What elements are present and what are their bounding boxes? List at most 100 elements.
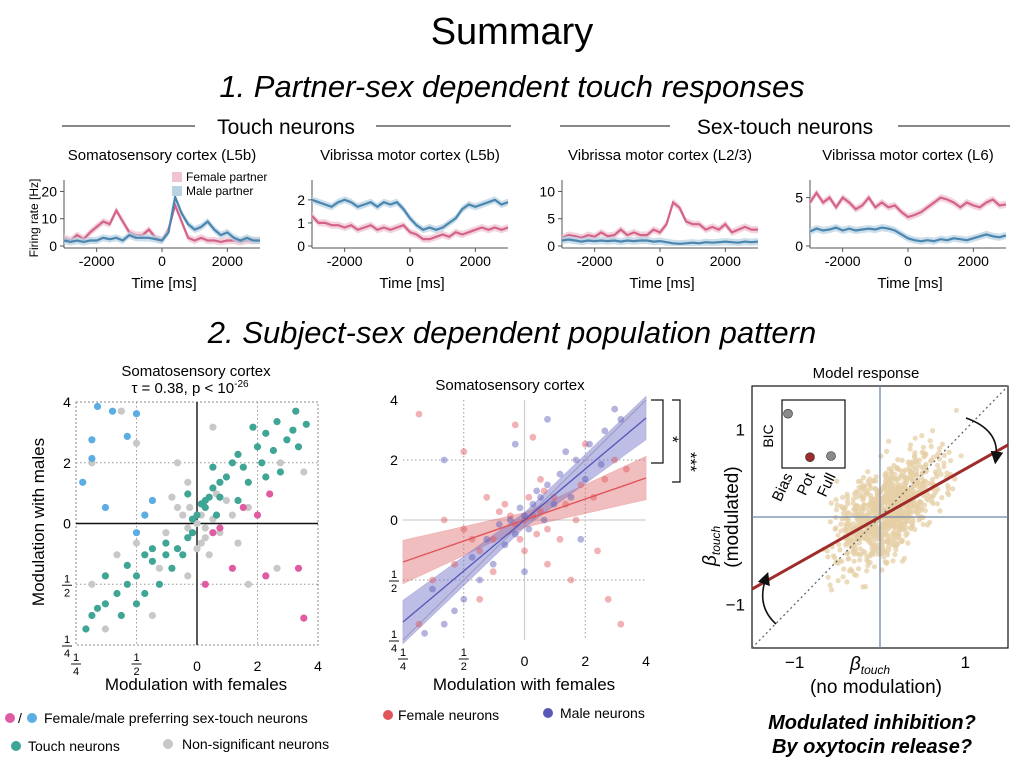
model-dot — [952, 476, 958, 482]
model-dot — [892, 471, 898, 477]
data-point — [244, 478, 252, 486]
data-point — [483, 535, 491, 543]
data-point — [556, 535, 564, 543]
arrow-lower — [757, 571, 777, 625]
model-dot — [827, 582, 833, 588]
female-partner-error-band — [810, 189, 1006, 221]
data-point — [276, 468, 284, 476]
data-point — [101, 625, 109, 633]
legend-ns-label: Non-significant neurons — [182, 736, 329, 752]
data-point — [184, 524, 192, 532]
data-point — [556, 470, 564, 478]
data-point — [611, 456, 619, 464]
x-tick-label: 2 — [581, 653, 589, 669]
data-point — [132, 539, 141, 547]
female-partner-error-band — [562, 198, 758, 242]
data-point — [162, 551, 170, 559]
model-dot — [845, 521, 852, 527]
model-dot — [825, 554, 831, 560]
significance-bracket-outer — [672, 399, 681, 483]
significance-star: * — [663, 436, 682, 443]
model-dot — [945, 485, 951, 491]
model-dot — [865, 530, 872, 536]
y-tick-label: 4 — [390, 392, 398, 408]
data-point — [501, 500, 509, 508]
model-dot — [919, 449, 925, 455]
data-point — [132, 439, 141, 447]
data-point — [521, 547, 528, 555]
model-dot — [926, 519, 933, 525]
model-dot — [884, 559, 890, 566]
data-point — [228, 459, 236, 467]
model-dot — [914, 502, 920, 508]
data-point — [179, 511, 187, 519]
data-point — [209, 463, 217, 471]
legend-male-neurons-label: Male neurons — [560, 705, 645, 721]
data-point — [209, 529, 217, 537]
model-dot — [832, 526, 838, 532]
model-dot — [884, 448, 890, 454]
model-dot — [883, 481, 889, 487]
data-point — [544, 481, 551, 489]
data-point — [623, 465, 630, 473]
model-dot — [842, 504, 849, 510]
data-point — [155, 580, 163, 588]
significance-bracket-inner — [651, 399, 664, 464]
model-dot — [840, 574, 846, 580]
model-dot — [856, 484, 862, 490]
data-point — [611, 405, 619, 413]
male-partner-line — [809, 226, 1007, 243]
model-dot — [882, 524, 888, 530]
model-dot — [890, 558, 896, 564]
data-point — [148, 496, 156, 505]
data-point — [581, 440, 589, 448]
data-point — [222, 473, 230, 481]
model-dot — [844, 579, 850, 585]
model-dot — [923, 461, 929, 467]
x-tick-label: -2000 — [825, 253, 861, 269]
data-point — [525, 525, 533, 533]
identity-diagonal — [751, 385, 1009, 649]
y-axis-label: Modulation with males — [29, 438, 48, 606]
model-dot — [858, 552, 864, 558]
model-dot — [929, 480, 935, 486]
model-dot — [958, 453, 964, 459]
model-dot — [865, 478, 871, 484]
data-point — [88, 436, 96, 444]
model-dot — [920, 521, 926, 528]
data-point — [123, 432, 131, 440]
data-point — [234, 450, 242, 458]
legend-scatter-middle: Female neurons Male neurons — [383, 705, 645, 723]
model-dot — [873, 474, 879, 480]
model-dot — [895, 457, 901, 463]
model-dot — [919, 433, 925, 439]
model-dot — [861, 474, 867, 481]
data-point — [266, 490, 274, 498]
data-point — [79, 478, 87, 486]
timecourse-title: Vibrissa motor cortex (L2/3) — [568, 147, 752, 164]
data-point — [117, 611, 125, 620]
data-point — [82, 625, 90, 633]
y-tick-label: 2 — [297, 192, 305, 208]
x-tick-label-numerator: 1 — [461, 647, 467, 659]
model-dot — [919, 506, 925, 512]
x-tick-label: 4 — [314, 658, 322, 674]
data-point — [544, 525, 551, 533]
legend-sex-touch-label: Female/male preferring sex-touch neurons — [44, 710, 308, 726]
scatter-statistics: τ = 0.38, p < 10-26 — [131, 379, 249, 397]
data-point — [581, 475, 589, 483]
model-dot — [885, 538, 891, 544]
data-point — [540, 516, 548, 524]
model-dot — [937, 445, 943, 451]
model-dot — [843, 528, 849, 534]
model-dot — [904, 492, 910, 498]
x-tick-label-denominator: 2 — [133, 666, 139, 678]
legend-female-pref-marker — [5, 713, 15, 723]
model-dot — [882, 531, 888, 537]
data-point — [216, 478, 224, 486]
model-dot — [849, 512, 855, 518]
inset-point-pot — [805, 452, 815, 463]
model-dot — [825, 574, 831, 580]
data-point — [294, 443, 303, 451]
